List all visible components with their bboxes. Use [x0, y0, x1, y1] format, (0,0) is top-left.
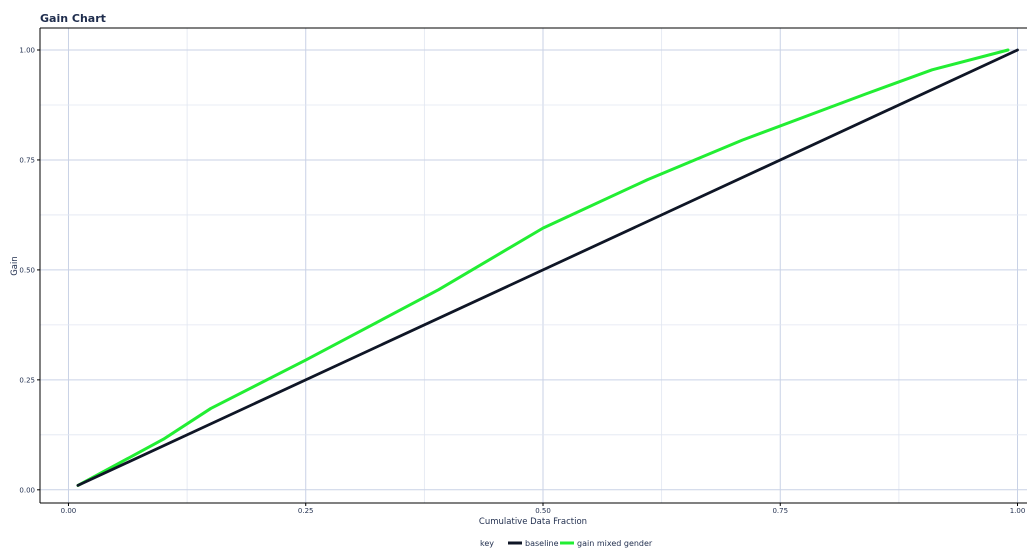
series-lines [76, 48, 1019, 487]
y-tick-label: 0.50 [19, 266, 35, 274]
x-tick-label: 0.25 [298, 507, 314, 515]
series-line-gain-mixed-gender [76, 48, 1010, 487]
legend-label-baseline: baseline [525, 539, 559, 548]
y-axis-label: Gain [10, 256, 20, 276]
legend-label-gain-mixed-gender: gain mixed gender [577, 539, 653, 548]
x-tick-label: 1.00 [1010, 507, 1026, 515]
plot-area [40, 28, 1027, 503]
series-line-baseline [76, 48, 1019, 487]
x-tick-label: 0.75 [772, 507, 788, 515]
legend-title: key [480, 539, 494, 548]
y-tick-label: 0.00 [19, 486, 35, 494]
grid-lines [40, 28, 1027, 503]
legend: key baseline gain mixed gender [480, 539, 653, 548]
x-axis-label: Cumulative Data Fraction [479, 517, 587, 527]
x-tick-label: 0.50 [535, 507, 551, 515]
axes [39, 27, 1027, 504]
tick-labels: 0.00 0.25 0.50 0.75 1.00 0.00 0.25 0.50 0.75 1.00 [19, 46, 1025, 515]
y-tick-label: 0.75 [19, 156, 35, 164]
y-tick-label: 0.25 [19, 376, 35, 384]
x-tick-label: 0.00 [61, 507, 77, 515]
chart-title: Gain Chart [40, 12, 106, 25]
y-tick-label: 1.00 [19, 46, 35, 54]
